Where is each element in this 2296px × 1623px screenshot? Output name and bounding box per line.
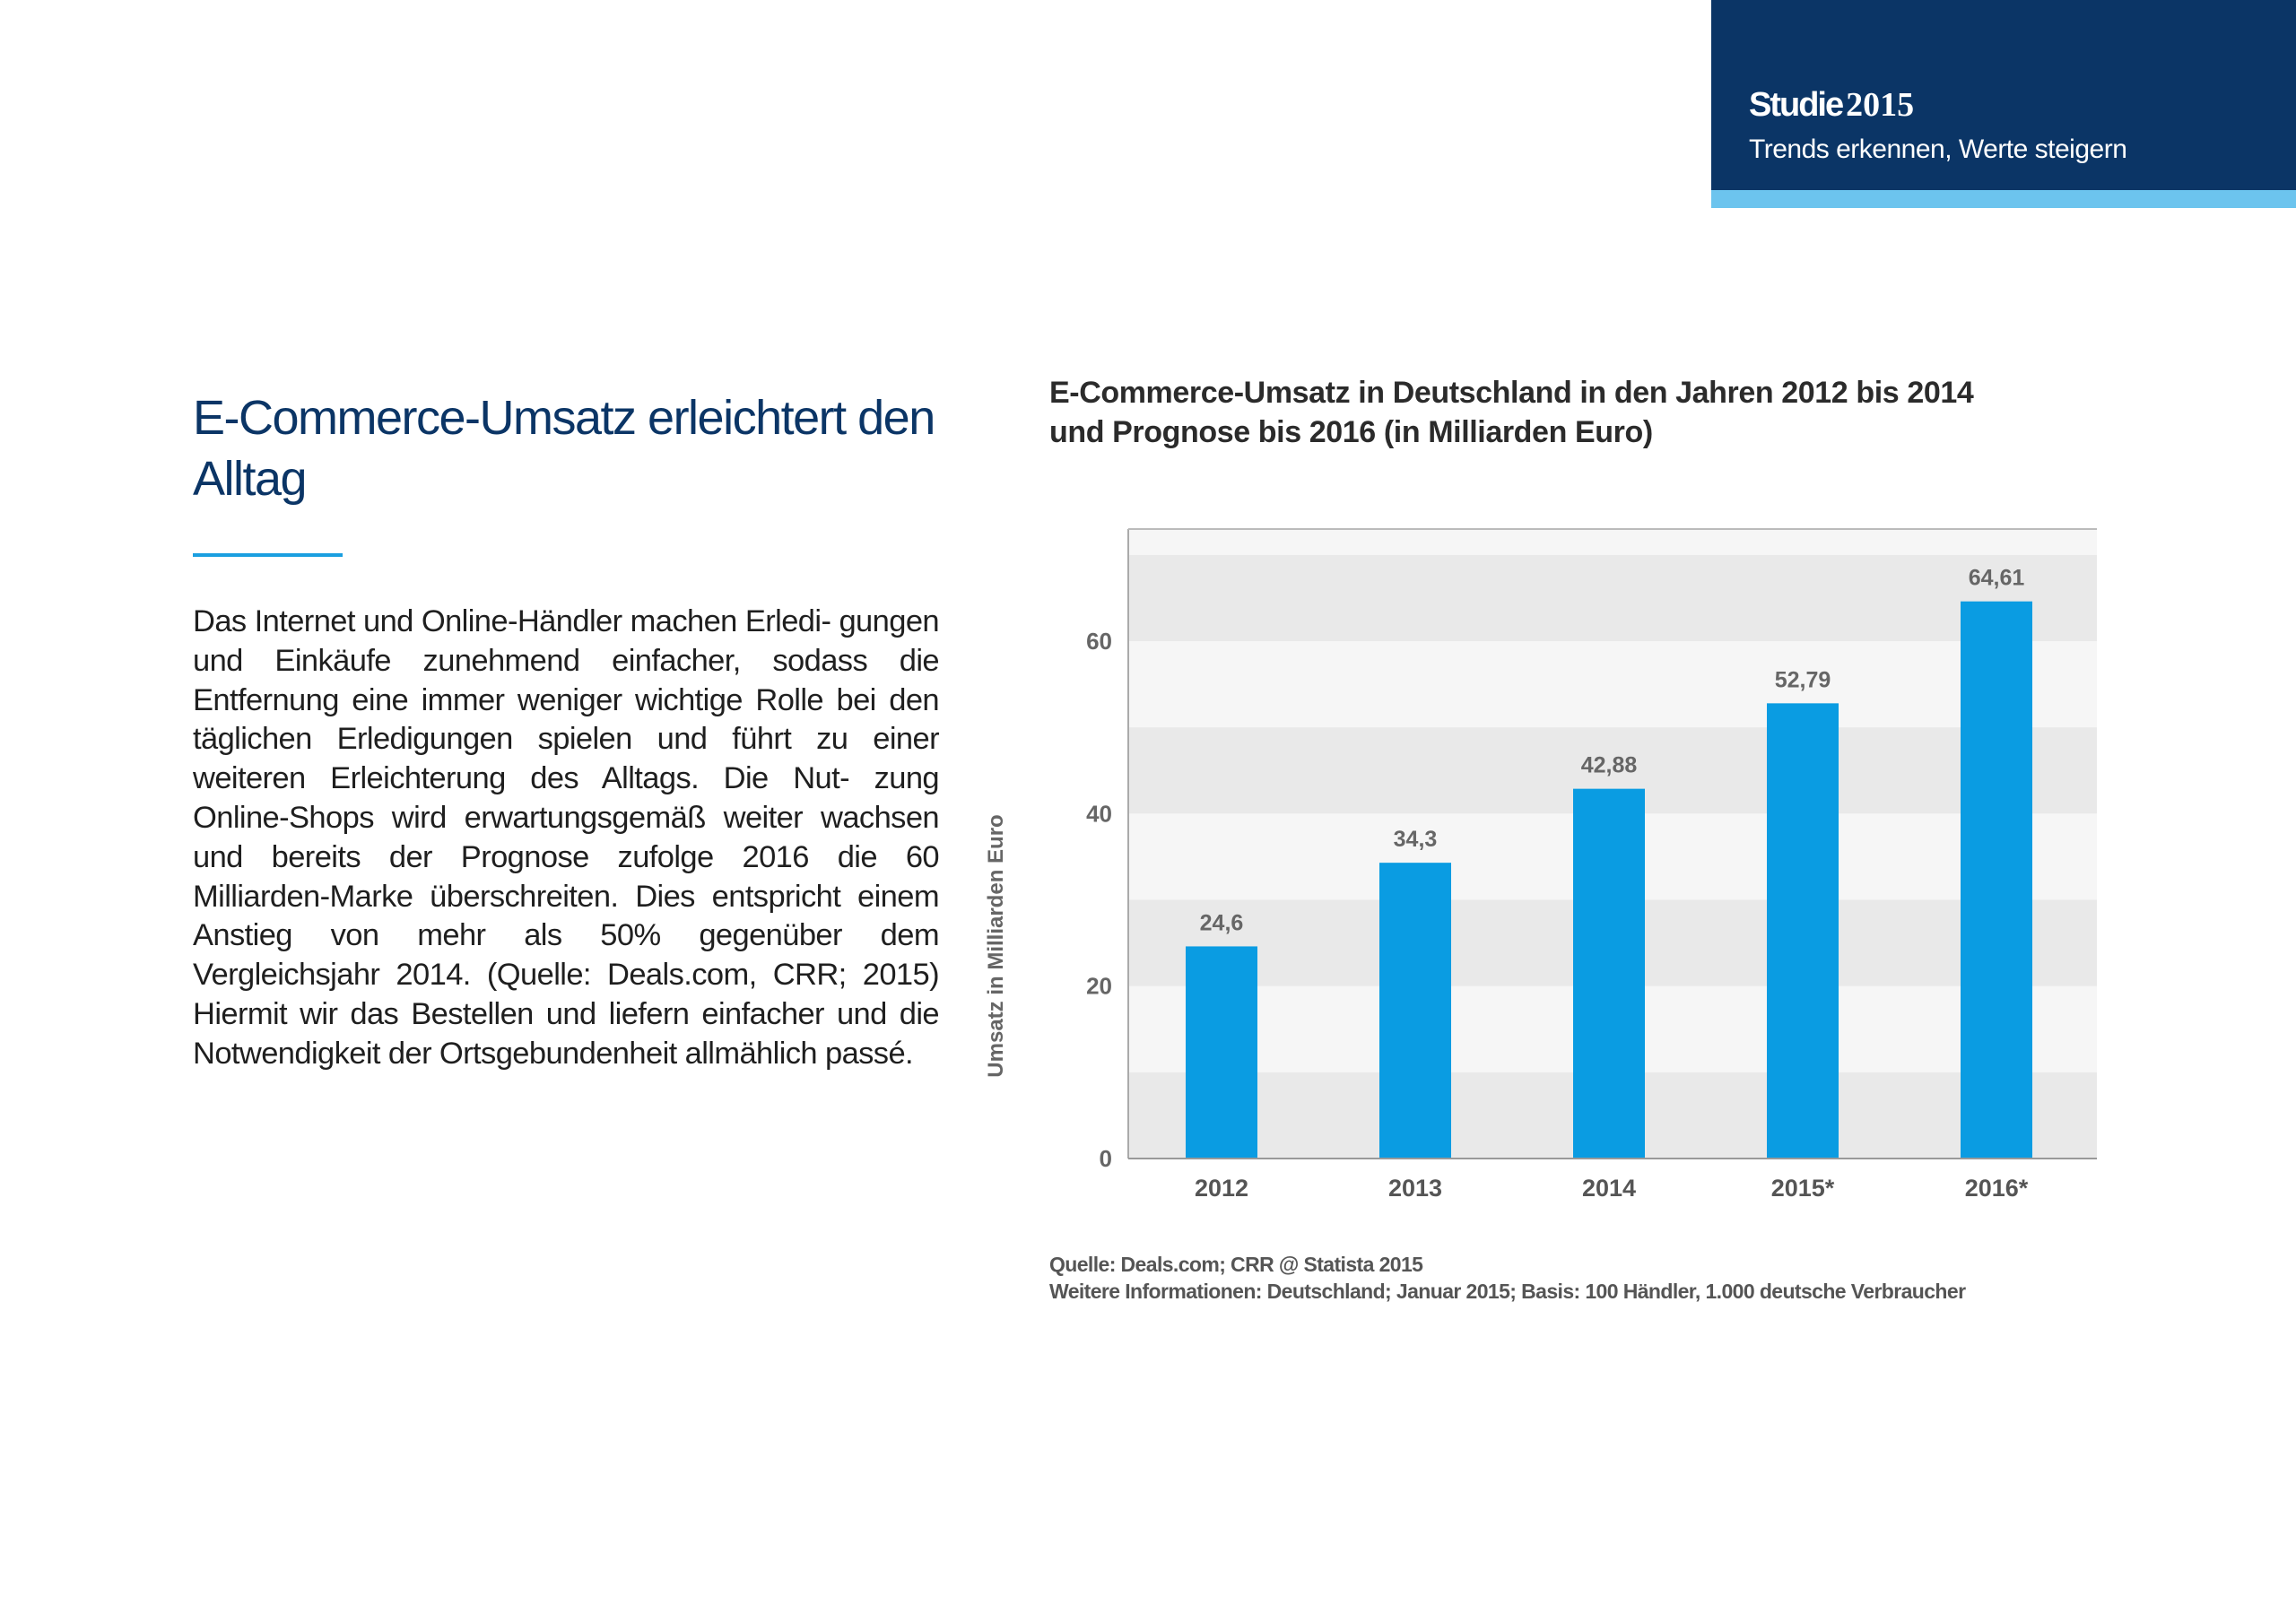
bar bbox=[1379, 863, 1451, 1159]
chart-title: E-Commerce-Umsatz in Deutschland in den … bbox=[1049, 376, 1974, 449]
grid-band bbox=[1128, 641, 2097, 728]
bar bbox=[1961, 601, 2032, 1159]
source-line-2: Weitere Informationen: Deutschland; Janu… bbox=[1049, 1280, 1966, 1303]
chart-source: Quelle: Deals.com; CRR @ Statista 2015 W… bbox=[1049, 1251, 1966, 1305]
y-tick-label: 40 bbox=[1086, 800, 1112, 827]
header-subtitle: Trends erkennen, Werte steigern bbox=[1749, 135, 2127, 164]
y-tick-label: 60 bbox=[1086, 628, 1112, 655]
page-title: E-Commerce-Umsatz erleichtert den Alltag bbox=[193, 391, 935, 506]
source-line-1: Quelle: Deals.com; CRR @ Statista 2015 bbox=[1049, 1253, 1423, 1276]
x-tick-label: 2016* bbox=[1965, 1175, 2029, 1202]
x-tick-label: 2015* bbox=[1771, 1175, 1835, 1202]
bar-value-label: 64,61 bbox=[1969, 566, 2025, 591]
x-tick-label: 2012 bbox=[1195, 1175, 1248, 1202]
y-tick-label: 0 bbox=[1100, 1145, 1112, 1172]
bar bbox=[1186, 946, 1257, 1159]
x-tick-label: 2013 bbox=[1388, 1175, 1442, 1202]
bar-value-label: 24,6 bbox=[1200, 910, 1244, 935]
x-tick-label: 2014 bbox=[1582, 1175, 1636, 1202]
y-tick-label: 20 bbox=[1086, 973, 1112, 1000]
bar-chart: 0 20 40 60 24,6 2012 34,3 2013 42,88 2014 52,79 20… bbox=[984, 528, 2097, 1202]
body-text: Das Internet und Online-Händler machen E… bbox=[193, 604, 940, 1071]
header-brand: Studie bbox=[1749, 86, 1844, 124]
bar-value-label: 42,88 bbox=[1581, 753, 1638, 778]
header-year: 2015 bbox=[1846, 86, 1915, 124]
header-accent-stripe bbox=[1711, 190, 2296, 208]
bar bbox=[1767, 703, 1839, 1159]
y-axis-label: Umsatz in Milliarden Euro bbox=[984, 814, 1008, 1077]
header-title: Studie 2015 bbox=[1749, 88, 1914, 122]
bar bbox=[1573, 788, 1645, 1159]
bar-value-label: 52,79 bbox=[1775, 667, 1831, 692]
grid-band bbox=[1128, 554, 2097, 642]
grid-band bbox=[1128, 529, 2097, 555]
bar-value-label: 34,3 bbox=[1394, 827, 1438, 852]
header-banner bbox=[1711, 0, 2296, 190]
title-underline bbox=[193, 553, 343, 557]
